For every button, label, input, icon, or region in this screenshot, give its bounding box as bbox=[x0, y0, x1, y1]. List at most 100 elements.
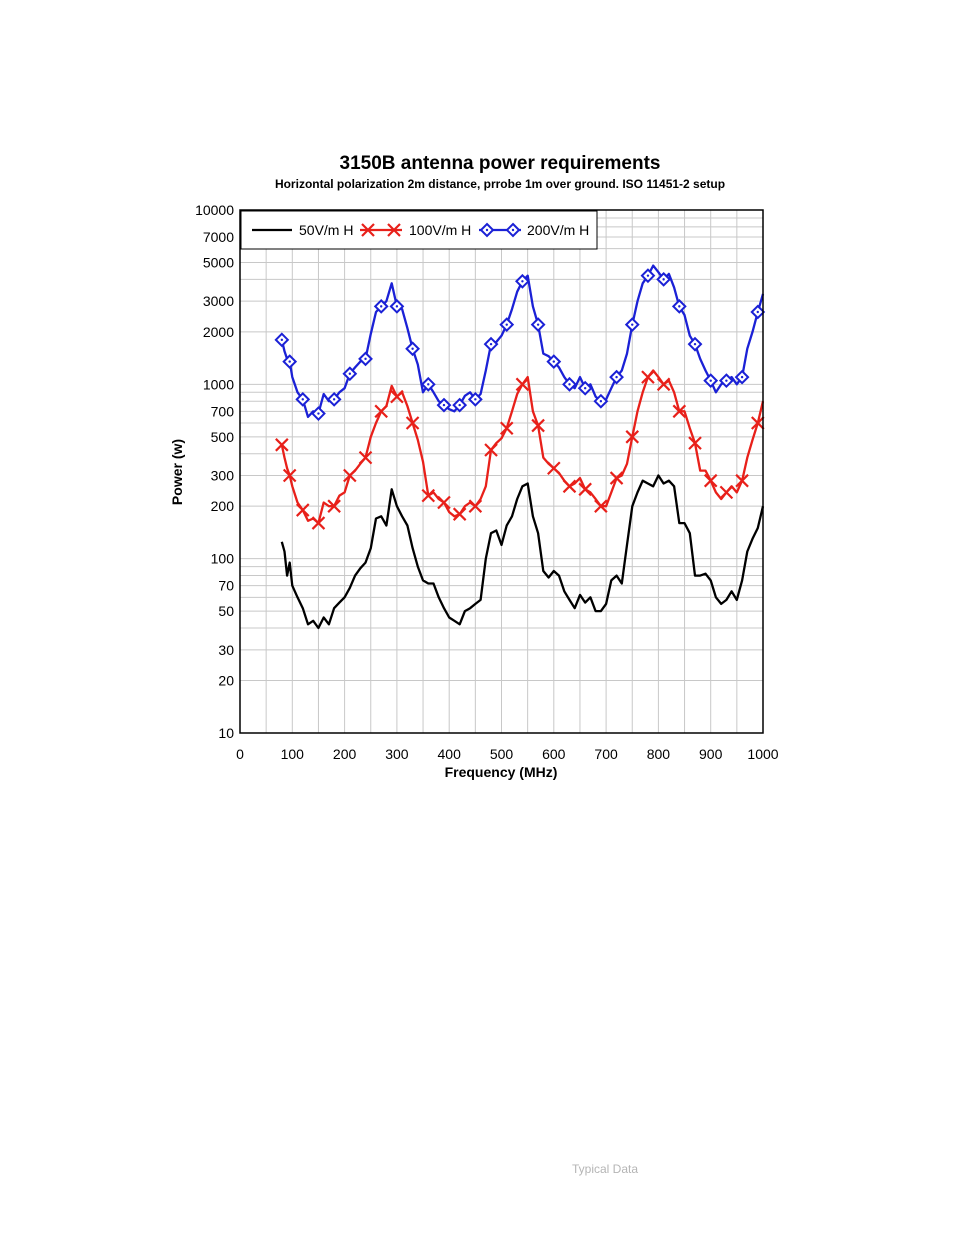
x-marker bbox=[499, 421, 514, 436]
legend-entry: 200V/m H bbox=[479, 222, 589, 238]
x-marker bbox=[358, 450, 373, 465]
legend-label: 50V/m H bbox=[299, 222, 353, 238]
data-point bbox=[750, 416, 765, 430]
data-point bbox=[671, 298, 687, 314]
data-point bbox=[734, 369, 750, 385]
data-point bbox=[562, 479, 577, 494]
x-marker bbox=[484, 443, 498, 457]
data-point bbox=[703, 373, 719, 389]
y-tick-label: 700 bbox=[211, 403, 235, 419]
data-point bbox=[452, 397, 468, 413]
data-point bbox=[436, 397, 452, 413]
diamond-marker-dot bbox=[583, 387, 587, 390]
data-point bbox=[343, 468, 357, 483]
diamond-marker-dot bbox=[662, 278, 665, 281]
chart-subtitle: Horizontal polarization 2m distance, prr… bbox=[275, 177, 725, 191]
data-point bbox=[530, 317, 546, 333]
x-marker bbox=[750, 416, 765, 430]
data-point bbox=[656, 377, 671, 392]
data-point bbox=[374, 404, 388, 419]
x-marker bbox=[688, 436, 702, 450]
legend-entry: 100V/m H bbox=[360, 222, 471, 238]
diamond-marker-dot bbox=[693, 342, 697, 346]
diamond-marker-dot bbox=[280, 338, 284, 342]
data-point bbox=[718, 373, 734, 389]
data-point bbox=[672, 404, 687, 419]
data-point bbox=[577, 380, 593, 396]
data-point bbox=[437, 495, 451, 510]
x-marker bbox=[437, 495, 451, 510]
x-marker bbox=[735, 473, 749, 488]
data-point bbox=[326, 391, 342, 407]
data-point bbox=[593, 393, 609, 409]
x-marker bbox=[361, 223, 375, 237]
data-point bbox=[282, 354, 298, 370]
diamond-marker-dot bbox=[474, 398, 477, 401]
data-point bbox=[452, 507, 467, 521]
data-point bbox=[311, 516, 326, 530]
y-tick-label: 7000 bbox=[203, 229, 234, 245]
data-point bbox=[390, 389, 404, 404]
x-marker bbox=[656, 377, 671, 392]
x-tick-label: 800 bbox=[647, 746, 671, 762]
data-point bbox=[358, 450, 373, 465]
legend: 50V/m H 100V/m H 200V/m H bbox=[240, 210, 598, 250]
data-point bbox=[295, 391, 311, 407]
data-point bbox=[719, 485, 734, 500]
diamond-marker-dot bbox=[485, 228, 489, 232]
x-tick-label: 0 bbox=[236, 746, 244, 762]
x-tick-label: 700 bbox=[594, 746, 618, 762]
diamond-marker-dot bbox=[536, 323, 540, 326]
x-marker bbox=[421, 488, 436, 503]
diamond-marker-dot bbox=[756, 310, 759, 314]
data-point bbox=[484, 443, 498, 457]
series-layer bbox=[274, 264, 766, 630]
y-tick-label: 50 bbox=[218, 603, 234, 619]
x-marker bbox=[703, 473, 718, 488]
x-tick-label: 300 bbox=[385, 746, 409, 762]
y-tick-label: 20 bbox=[218, 673, 234, 689]
data-point bbox=[420, 376, 436, 392]
diamond-marker-dot bbox=[489, 342, 493, 346]
x-marker bbox=[515, 377, 530, 392]
diamond-marker-dot bbox=[411, 347, 414, 350]
data-point bbox=[282, 468, 297, 483]
y-tick-label: 100 bbox=[211, 551, 235, 567]
x-marker bbox=[374, 404, 388, 419]
x-marker bbox=[562, 479, 577, 494]
data-point bbox=[562, 376, 577, 392]
x-marker bbox=[452, 507, 467, 521]
series-line bbox=[280, 474, 765, 630]
data-point bbox=[609, 369, 624, 385]
x-marker bbox=[609, 471, 624, 485]
x-marker bbox=[641, 370, 655, 384]
y-axis-label: Power (w) bbox=[169, 439, 185, 505]
data-point bbox=[609, 471, 624, 485]
x-marker bbox=[275, 438, 289, 452]
data-point bbox=[578, 482, 592, 497]
data-point bbox=[515, 273, 530, 289]
x-marker bbox=[327, 499, 341, 513]
plot-frame bbox=[239, 209, 764, 734]
diamond-marker-dot bbox=[521, 280, 524, 283]
chart-title: 3150B antenna power requirements bbox=[340, 153, 661, 174]
data-point bbox=[342, 366, 358, 382]
data-point bbox=[405, 416, 420, 430]
diamond-marker-dot bbox=[678, 305, 681, 308]
x-tick-label: 900 bbox=[699, 746, 723, 762]
data-point bbox=[750, 304, 766, 320]
data-point bbox=[421, 488, 436, 503]
data-point bbox=[515, 377, 530, 392]
diamond-marker-dot bbox=[332, 398, 336, 401]
y-tick-label: 2000 bbox=[203, 324, 234, 340]
data-point bbox=[275, 438, 289, 452]
diamond-marker-dot bbox=[395, 305, 399, 308]
x-marker bbox=[343, 468, 357, 483]
diamond-marker-dot bbox=[631, 323, 634, 326]
legend-entry: 50V/m H bbox=[252, 222, 353, 238]
diamond-marker-dot bbox=[615, 375, 618, 379]
y-tick-label: 10000 bbox=[195, 202, 234, 218]
x-tick-label: 100 bbox=[281, 746, 305, 762]
x-tick-label: 1000 bbox=[747, 746, 778, 762]
data-point bbox=[389, 298, 405, 314]
